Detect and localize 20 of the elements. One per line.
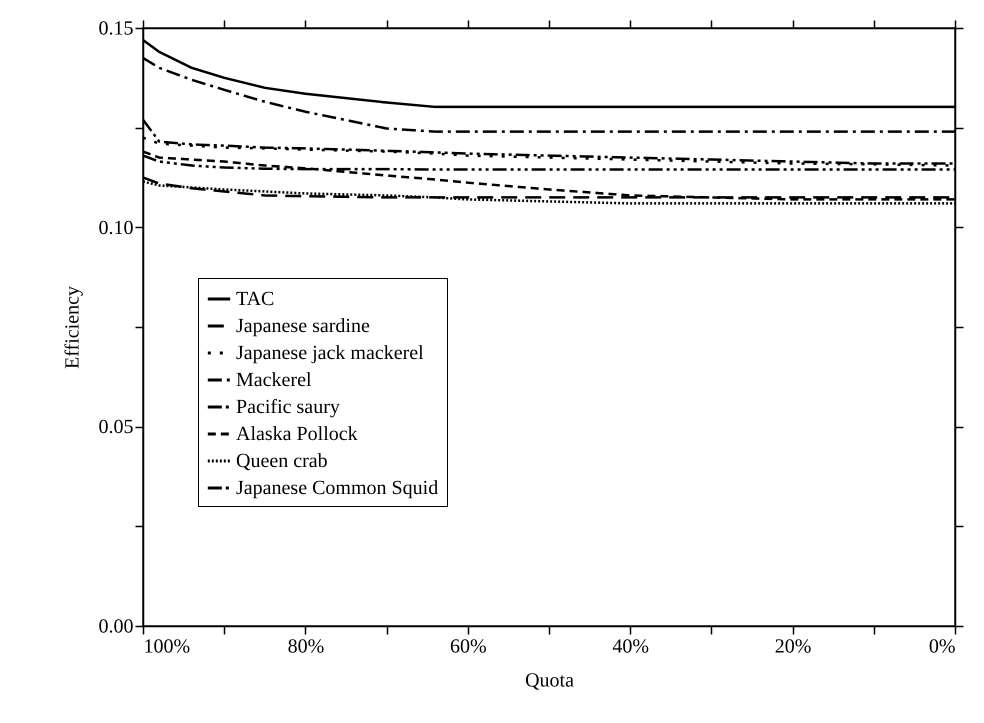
legend-label: TAC	[236, 288, 274, 310]
legend-label: Mackerel	[236, 369, 312, 391]
x-tick-label: 60%	[450, 636, 487, 658]
y-tick-label: 0.15	[98, 18, 134, 40]
legend-label: Japanese jack mackerel	[236, 342, 424, 364]
y-tick-label: 0.05	[98, 416, 134, 438]
legend-label: Japanese Common Squid	[236, 477, 438, 499]
legend-label: Japanese sardine	[236, 315, 370, 337]
y-tick-label: 0.00	[98, 616, 134, 638]
x-tick-label: 80%	[288, 636, 324, 658]
x-tick-label: 40%	[612, 636, 650, 658]
x-tick-label: 0%	[928, 636, 956, 658]
x-tick-label: 100%	[144, 636, 190, 658]
y-axis-title: Efficiency	[62, 286, 84, 369]
y-tick-label: 0.10	[98, 216, 134, 239]
legend-label: Queen crab	[236, 450, 328, 472]
legend-label: Pacific saury	[236, 396, 340, 418]
x-tick-label: 20%	[774, 636, 812, 658]
x-axis-title: Quota	[525, 670, 574, 692]
legend-label: Alaska Pollock	[236, 423, 358, 445]
